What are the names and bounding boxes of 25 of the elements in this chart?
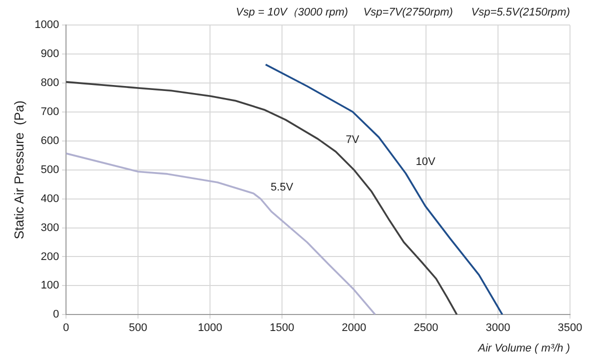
x-tick-label: 500: [128, 322, 148, 334]
y-tick-label: 600: [40, 134, 60, 147]
y-tick-label: 1000: [34, 19, 60, 32]
series-label: 5.5V: [270, 181, 294, 194]
y-tick-label: 0: [52, 308, 60, 321]
y-tick-label: 100: [40, 280, 60, 292]
x-tick-label: 1000: [198, 322, 222, 334]
y-tick-label: 900: [40, 48, 60, 60]
series-label: 10V: [416, 156, 436, 168]
chart-title: Vsp = 10V（3000 rpm) Vsp=7V(2750rpm) Vsp=5.5V(2150rpm): [236, 6, 570, 19]
y-tick-label: 200: [40, 250, 60, 263]
x-tick-label: 2500: [414, 322, 438, 334]
x-tick-label: 0: [63, 322, 70, 334]
y-tick-label: 300: [40, 222, 60, 234]
x-tick-label: 1500: [270, 322, 294, 334]
x-axis-title: Air Volume ( m³/h ): [477, 342, 570, 354]
x-tick-label: 3500: [558, 322, 582, 334]
y-tick-label: 400: [40, 192, 60, 205]
x-tick-label: 2000: [342, 322, 366, 334]
y-tick-label: 500: [40, 164, 60, 176]
x-tick-label: 3000: [486, 322, 510, 334]
series-label: 7V: [346, 134, 360, 146]
y-tick-label: 700: [40, 106, 60, 118]
y-tick-label: 800: [40, 77, 60, 90]
y-axis-title: Static Air Pressure (Pa): [11, 100, 26, 240]
